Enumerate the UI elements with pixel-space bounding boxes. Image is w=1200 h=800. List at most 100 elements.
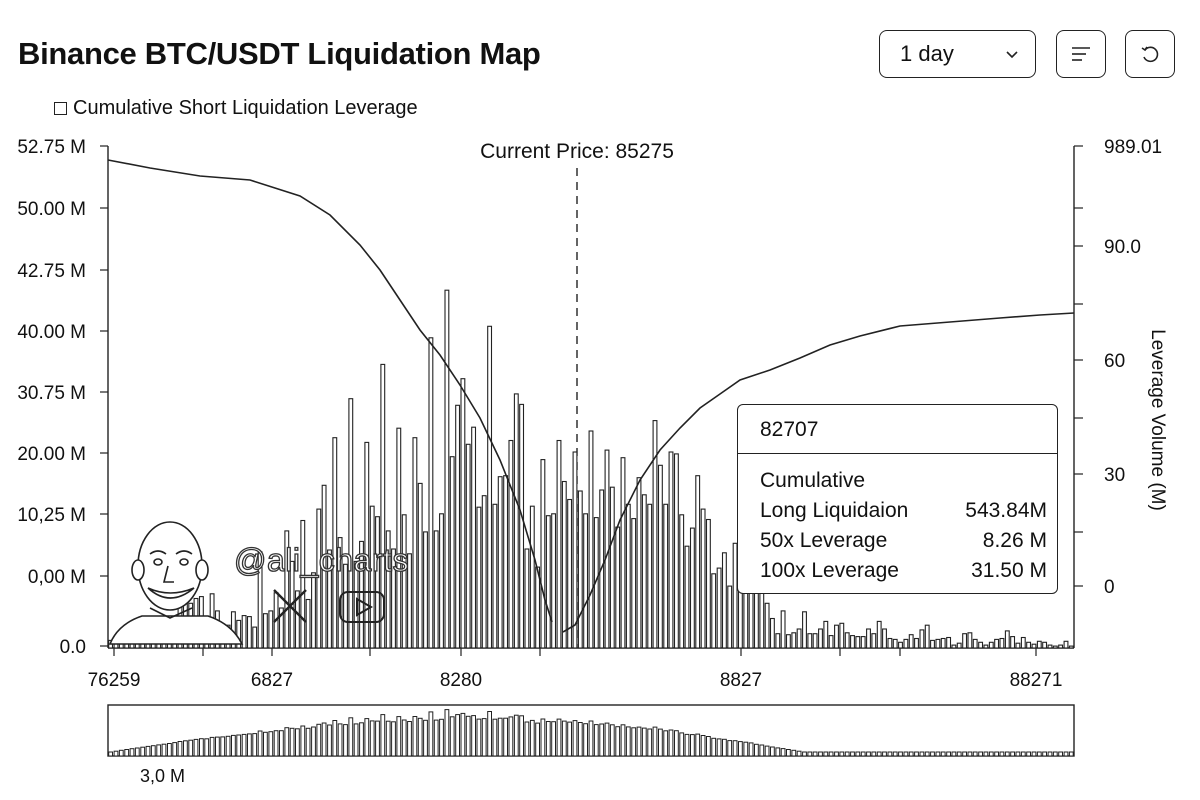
liquidation-bar (641, 494, 647, 649)
overview-bar (343, 724, 348, 757)
overview-bar (631, 727, 637, 757)
liquidation-bar (524, 548, 530, 649)
overview-bar (1026, 751, 1031, 757)
overview-bar (577, 722, 583, 757)
liquidation-bar (172, 626, 178, 649)
overview-bar (1047, 751, 1053, 757)
y-right-tick-label: 60 (1104, 351, 1125, 372)
liquidation-bar (321, 484, 327, 649)
overview-bar (295, 728, 300, 757)
overview-bar (743, 741, 749, 757)
y-left-tick-label: 42.75 M (17, 261, 86, 282)
liquidation-bar (540, 459, 546, 649)
liquidation-bar (150, 640, 156, 649)
overview-bar (641, 727, 647, 757)
page-title: Binance BTC/USDT Liquidation Map (18, 36, 541, 71)
liquidation-bar (353, 560, 359, 649)
liquidation-bar (577, 490, 583, 649)
overview-navigator[interactable] (107, 704, 1075, 757)
liquidation-bar (407, 553, 412, 649)
overview-bar (519, 715, 525, 757)
liquidation-bar (198, 596, 204, 649)
liquidation-bar (460, 378, 466, 649)
liquidation-bar (684, 545, 690, 649)
liquidation-bar (769, 617, 775, 649)
overview-bar (844, 751, 850, 757)
liquidation-bar (930, 639, 935, 649)
overview-bar (529, 719, 535, 757)
liquidation-bar (1063, 640, 1069, 649)
overview-bar (369, 720, 375, 757)
liquidation-bar (375, 516, 380, 649)
overview-bar (556, 718, 562, 757)
hover-tooltip: 82707 Cumulative Long Liquidaion 543.84M… (737, 404, 1058, 594)
overview-bar (604, 722, 610, 757)
liquidation-bar (978, 641, 984, 649)
liquidation-bar (673, 453, 679, 649)
liquidation-bar (487, 325, 493, 649)
liquidation-bar (561, 480, 567, 649)
overview-bar (1058, 751, 1063, 757)
liquidation-bar (775, 633, 781, 649)
liquidation-bar (695, 475, 701, 649)
y-right-tick-label: 989.01 (1104, 137, 1162, 158)
overview-bar (150, 745, 156, 757)
overview-bar (866, 751, 871, 757)
liquidation-bar (134, 641, 140, 649)
liquidation-bar (476, 506, 482, 649)
overview-bar (914, 751, 919, 757)
liquidation-bar (241, 615, 247, 649)
liquidation-bar (567, 498, 573, 649)
timeframe-select[interactable]: 1 day (879, 30, 1036, 78)
liquidation-bar (657, 464, 663, 649)
liquidation-bar (850, 635, 855, 649)
y-right-tick-label: 90.0 (1104, 237, 1141, 258)
chart-legend[interactable]: Cumulative Short Liquidation Leverage (54, 97, 418, 120)
liquidation-bar (396, 427, 402, 649)
overview-bar (204, 738, 210, 757)
overview-bar (967, 751, 973, 757)
liquidation-bar (156, 634, 162, 649)
overview-bar (1036, 751, 1042, 757)
liquidation-bar (1031, 643, 1037, 649)
overview-bar (476, 718, 482, 757)
liquidation-bar (188, 602, 194, 649)
cumulative-curves (107, 159, 1075, 633)
overview-bar (161, 743, 167, 757)
liquidation-bar (967, 632, 973, 649)
liquidation-bar (380, 363, 386, 649)
overview-bar (802, 751, 807, 757)
overview-bar (786, 749, 791, 757)
tooltip-row-label: 100x Leverage (760, 559, 899, 582)
liquidation-bar (503, 475, 509, 649)
liquidation-bar (818, 628, 823, 649)
overview-bar (535, 722, 541, 757)
liquidation-bar (898, 641, 903, 649)
tooltip-row-label: 50x Leverage (760, 529, 888, 552)
overview-bar (588, 720, 594, 757)
liquidation-bar (412, 437, 418, 649)
overview-bar (332, 720, 338, 757)
overview-bar (134, 747, 140, 757)
menu-button[interactable] (1056, 30, 1106, 78)
overview-bar (812, 751, 818, 757)
overview-bar (567, 721, 573, 757)
liquidation-bar (118, 636, 124, 649)
liquidation-bar (343, 563, 348, 649)
liquidation-bar (663, 503, 669, 649)
overview-bar (113, 750, 119, 757)
overview-bar (513, 714, 519, 757)
liquidation-bar (791, 632, 797, 649)
overview-bar (855, 751, 861, 757)
liquidation-bar (305, 598, 311, 649)
liquidation-bar (615, 526, 621, 649)
liquidation-bar (828, 635, 834, 649)
y-right-tick-label: 0 (1104, 577, 1115, 598)
liquidation-bar (246, 616, 252, 649)
liquidation-bar (924, 624, 930, 649)
overview-bar (850, 751, 855, 757)
refresh-button[interactable] (1125, 30, 1175, 78)
legend-checkbox[interactable] (54, 102, 67, 115)
tooltip-row: 50x Leverage 8.26 M (760, 526, 1047, 556)
overview-bar (247, 733, 252, 757)
